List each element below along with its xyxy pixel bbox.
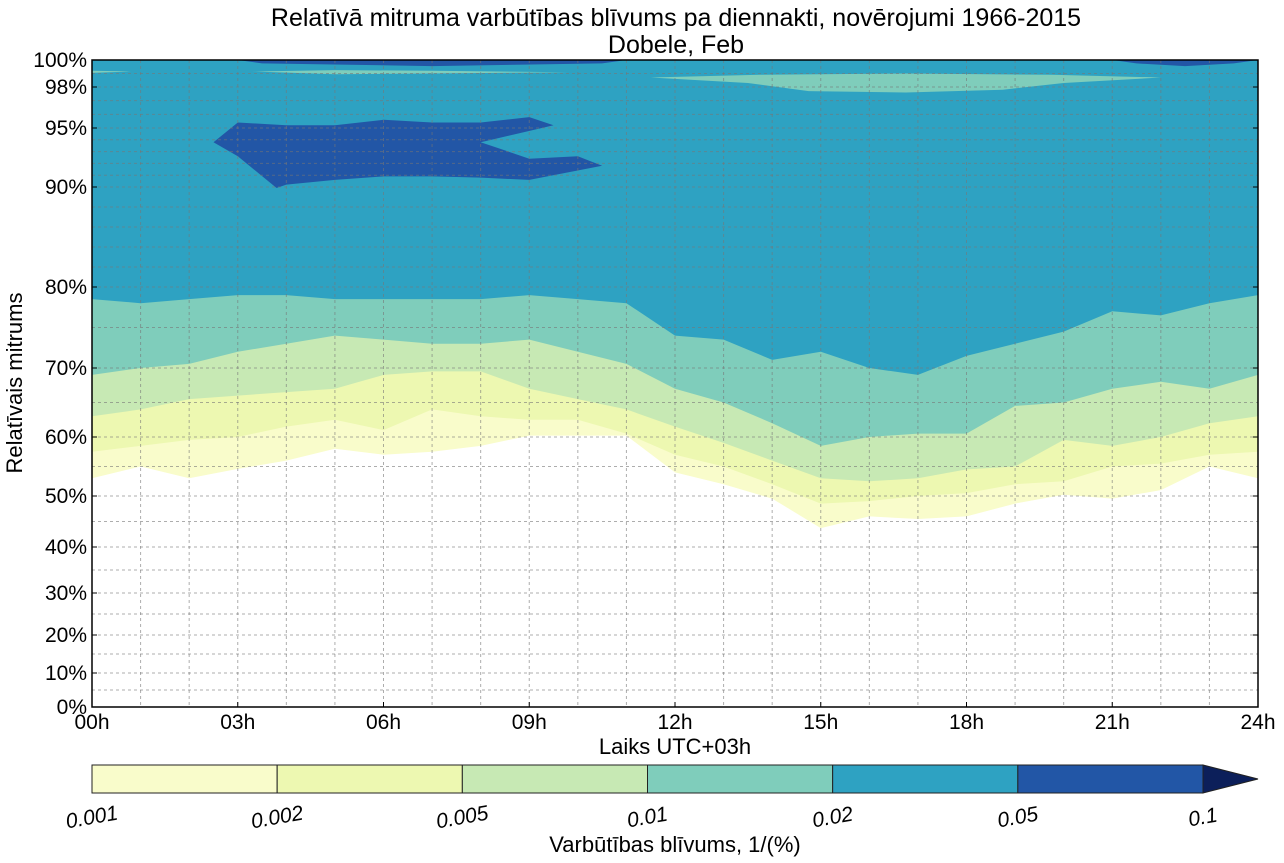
y-tick-label: 50%	[45, 485, 87, 508]
x-tick-label: 18h	[949, 711, 984, 734]
y-tick-label: 0%	[57, 696, 87, 719]
colorbar-tick-label: 0.1	[1187, 804, 1220, 832]
x-tick-label: 09h	[512, 711, 547, 734]
colorbar-tick-label: 0.005	[434, 802, 490, 834]
y-tick-label: 10%	[45, 662, 87, 685]
y-tick-label: 60%	[45, 426, 87, 449]
x-tick-label: 21h	[1095, 711, 1130, 734]
colorbar-segment	[276, 764, 463, 794]
colorbar: 0.001 0.002 0.005 0.01 0.02 0.05 0.1	[64, 764, 1259, 834]
x-tick-label: 03h	[220, 711, 255, 734]
chart-title: Relatīvā mitruma varbūtības blīvums pa d…	[271, 4, 1081, 32]
contour-top-band-0_01	[650, 73, 1161, 93]
x-tick-label: 12h	[657, 711, 692, 734]
y-tick-label: 95%	[45, 117, 87, 140]
y-axis: 0% 10% 20% 30% 40% 50% 60% 70% 80% 90% 95% 98% 100%	[33, 49, 1258, 719]
x-tick-label: 15h	[803, 711, 838, 734]
y-axis-label: Relatīvais mitrums	[2, 293, 27, 474]
y-tick-label: 90%	[45, 176, 87, 199]
x-axis-label: Laiks UTC+03h	[599, 734, 751, 759]
y-tick-label: 100%	[33, 49, 87, 72]
x-tick-label: 24h	[1240, 711, 1275, 734]
x-tick-label: 00h	[74, 711, 109, 734]
contour-region-0_05-0	[213, 117, 603, 188]
colorbar-segment	[647, 764, 834, 794]
colorbar-label: Varbūtības blīvums, 1/(%)	[549, 832, 800, 857]
colorbar-tick-label: 0.002	[249, 802, 305, 834]
contour-top-band-morning	[252, 70, 569, 75]
y-tick-label: 30%	[45, 582, 87, 605]
colorbar-segment	[461, 764, 649, 794]
y-tick-label: 40%	[45, 536, 87, 559]
y-tick-label: 20%	[45, 624, 87, 647]
y-tick-label: 98%	[45, 76, 87, 99]
contour-top-band-left	[92, 70, 131, 73]
y-tick-label: 70%	[45, 357, 87, 380]
colorbar-tick-label: 0.001	[64, 802, 120, 834]
y-tick-label: 80%	[45, 276, 87, 299]
grid-lines	[92, 60, 1258, 707]
contour-region-0_05-2	[1112, 60, 1258, 67]
colorbar-segment	[832, 764, 1019, 794]
colorbar-tick-label: 0.02	[810, 803, 855, 833]
x-tick-label: 06h	[366, 711, 401, 734]
chart-subtitle: Dobele, Feb	[608, 31, 744, 59]
colorbar-tick-label: 0.01	[625, 803, 669, 833]
colorbar-tick-label: 0.05	[996, 803, 1041, 833]
colorbar-segment	[91, 764, 278, 794]
colorbar-extend-arrow	[1202, 764, 1259, 794]
x-axis: 00h 03h 06h 09h 12h 15h 18h 21h 24h	[74, 702, 1276, 734]
colorbar-segment	[1017, 764, 1204, 794]
